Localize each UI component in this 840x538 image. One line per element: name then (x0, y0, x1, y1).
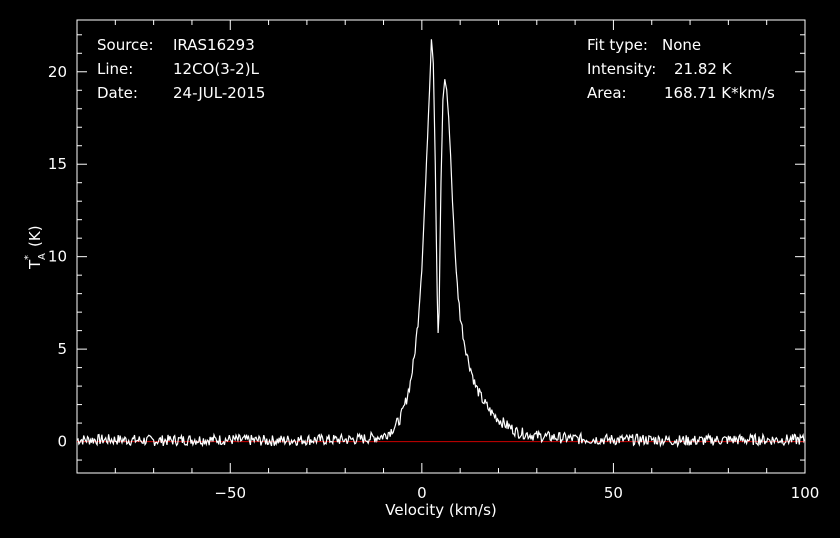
area-label: Area: (587, 84, 627, 102)
x-tick-label: −50 (214, 484, 246, 502)
source-value: IRAS16293 (173, 36, 255, 54)
y-tick-label: 15 (48, 155, 67, 173)
y-axis-label-sub: A (37, 253, 48, 260)
y-axis-label-main: T (26, 259, 44, 270)
plot-frame (76, 19, 806, 474)
line-label: Line: (97, 60, 133, 78)
y-tick-label: 0 (57, 433, 67, 451)
date-label: Date: (97, 84, 138, 102)
intensity-label: Intensity: (587, 60, 656, 78)
y-tick-labels: 0 5 10 15 20 (48, 63, 67, 451)
x-axis-label: Velocity (km/s) (385, 501, 496, 519)
source-label: Source: (97, 36, 154, 54)
y-axis-label-sup: * (23, 255, 34, 260)
x-tick-labels: −50 0 50 100 (214, 484, 819, 502)
area-value: 168.71 K*km/s (664, 84, 775, 102)
y-tick-label: 5 (57, 340, 67, 358)
axis-ticks (76, 20, 806, 473)
y-tick-label: 10 (48, 248, 67, 266)
intensity-value: 21.82 K (674, 60, 733, 78)
x-tick-label: 50 (604, 484, 623, 502)
y-tick-label: 20 (48, 63, 67, 81)
fit-type-label: Fit type: (587, 36, 648, 54)
fit-type-value: None (662, 36, 701, 54)
x-tick-label: 0 (417, 484, 427, 502)
spectrum-series-line (76, 39, 806, 449)
date-value: 24-JUL-2015 (173, 84, 265, 102)
x-tick-label: 100 (791, 484, 820, 502)
line-value: 12CO(3-2)L (173, 60, 260, 78)
y-axis-label-unit: (K) (26, 225, 44, 247)
y-axis-label: T A * (K) (23, 225, 48, 270)
